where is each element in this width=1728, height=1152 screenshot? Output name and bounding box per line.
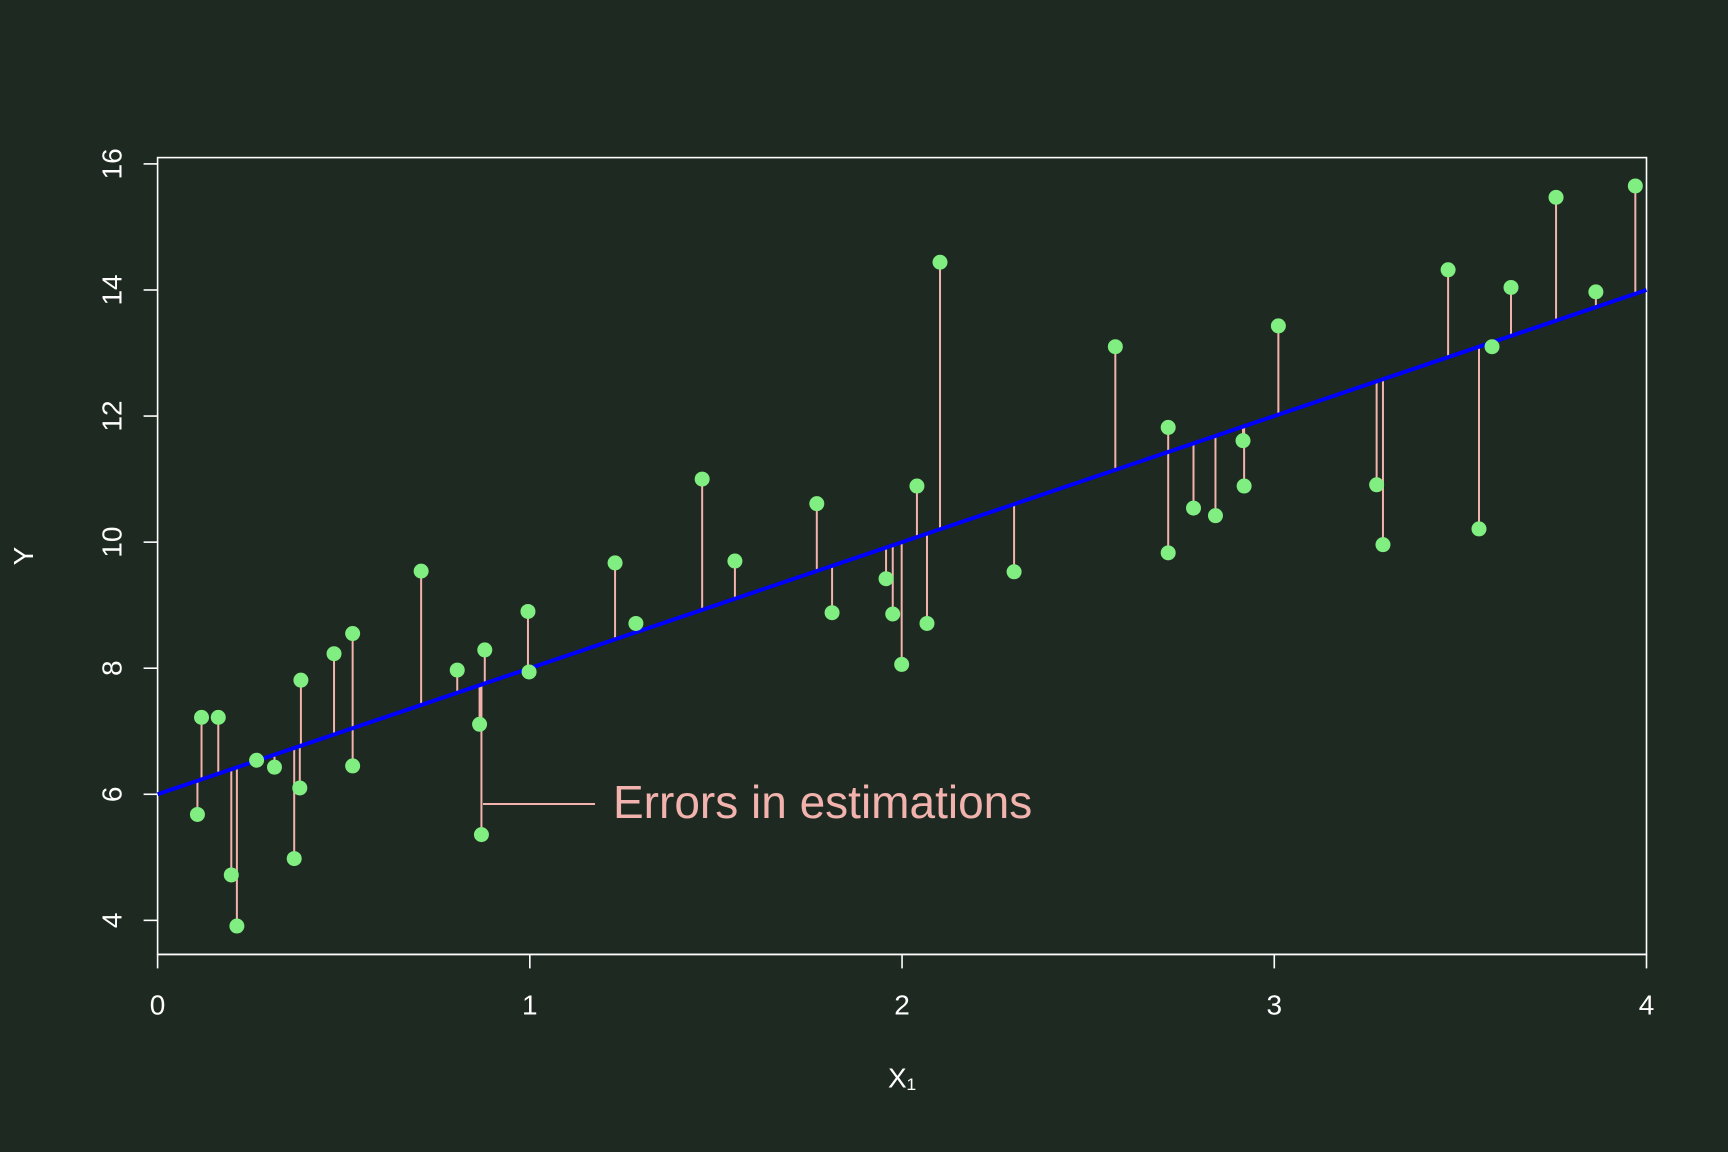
y-tick-label: 12	[97, 400, 128, 431]
point	[1440, 262, 1456, 278]
point	[1369, 477, 1385, 493]
point	[1235, 433, 1251, 449]
point	[1160, 419, 1176, 435]
x-axis-label: X₁	[888, 1062, 916, 1093]
point	[345, 758, 361, 774]
point	[894, 656, 910, 672]
point	[413, 563, 429, 579]
point	[345, 626, 361, 642]
point	[1236, 478, 1252, 494]
point	[1627, 178, 1643, 194]
point	[1006, 564, 1022, 580]
x-tick-label: 0	[150, 989, 166, 1020]
point	[878, 571, 894, 587]
y-tick-label: 6	[97, 786, 128, 802]
point	[1484, 339, 1500, 355]
point	[727, 553, 743, 569]
point	[286, 851, 302, 867]
point	[473, 827, 489, 843]
y-tick-label: 4	[97, 913, 128, 929]
y-tick-label: 8	[97, 660, 128, 676]
point	[885, 606, 901, 622]
y-tick-label: 16	[97, 148, 128, 179]
x-tick-label: 2	[894, 989, 910, 1020]
x-tick-label: 4	[1639, 989, 1655, 1020]
point	[1160, 545, 1176, 561]
point	[326, 646, 342, 662]
point	[1375, 537, 1391, 553]
point	[521, 664, 537, 680]
point	[266, 759, 282, 775]
point	[628, 615, 644, 631]
point	[249, 752, 265, 768]
point	[1270, 318, 1286, 334]
point	[919, 615, 935, 631]
x-tick-label: 3	[1266, 989, 1282, 1020]
point	[809, 496, 825, 512]
point	[229, 918, 245, 934]
point	[824, 605, 840, 621]
point	[194, 709, 210, 725]
point	[1588, 284, 1604, 300]
fit-line	[156, 288, 1648, 797]
point	[189, 806, 205, 822]
point	[694, 471, 710, 487]
point	[1107, 339, 1123, 355]
point	[1207, 508, 1223, 524]
point	[607, 555, 623, 571]
point	[1471, 521, 1487, 537]
point	[520, 603, 536, 619]
point	[1186, 500, 1202, 516]
point	[1548, 189, 1564, 205]
point	[472, 716, 488, 732]
y-tick-label: 10	[97, 527, 128, 558]
point	[477, 642, 493, 658]
y-axis-label: Y	[8, 546, 39, 565]
point	[210, 709, 226, 725]
point	[449, 662, 465, 678]
point	[292, 780, 308, 796]
x-tick-label: 1	[522, 989, 538, 1020]
point	[1503, 279, 1519, 295]
point	[932, 254, 948, 270]
annotation: Errors in estimations	[613, 776, 1032, 828]
point	[293, 672, 309, 688]
y-tick-label: 14	[97, 274, 128, 305]
point	[909, 478, 925, 494]
point	[223, 867, 239, 883]
